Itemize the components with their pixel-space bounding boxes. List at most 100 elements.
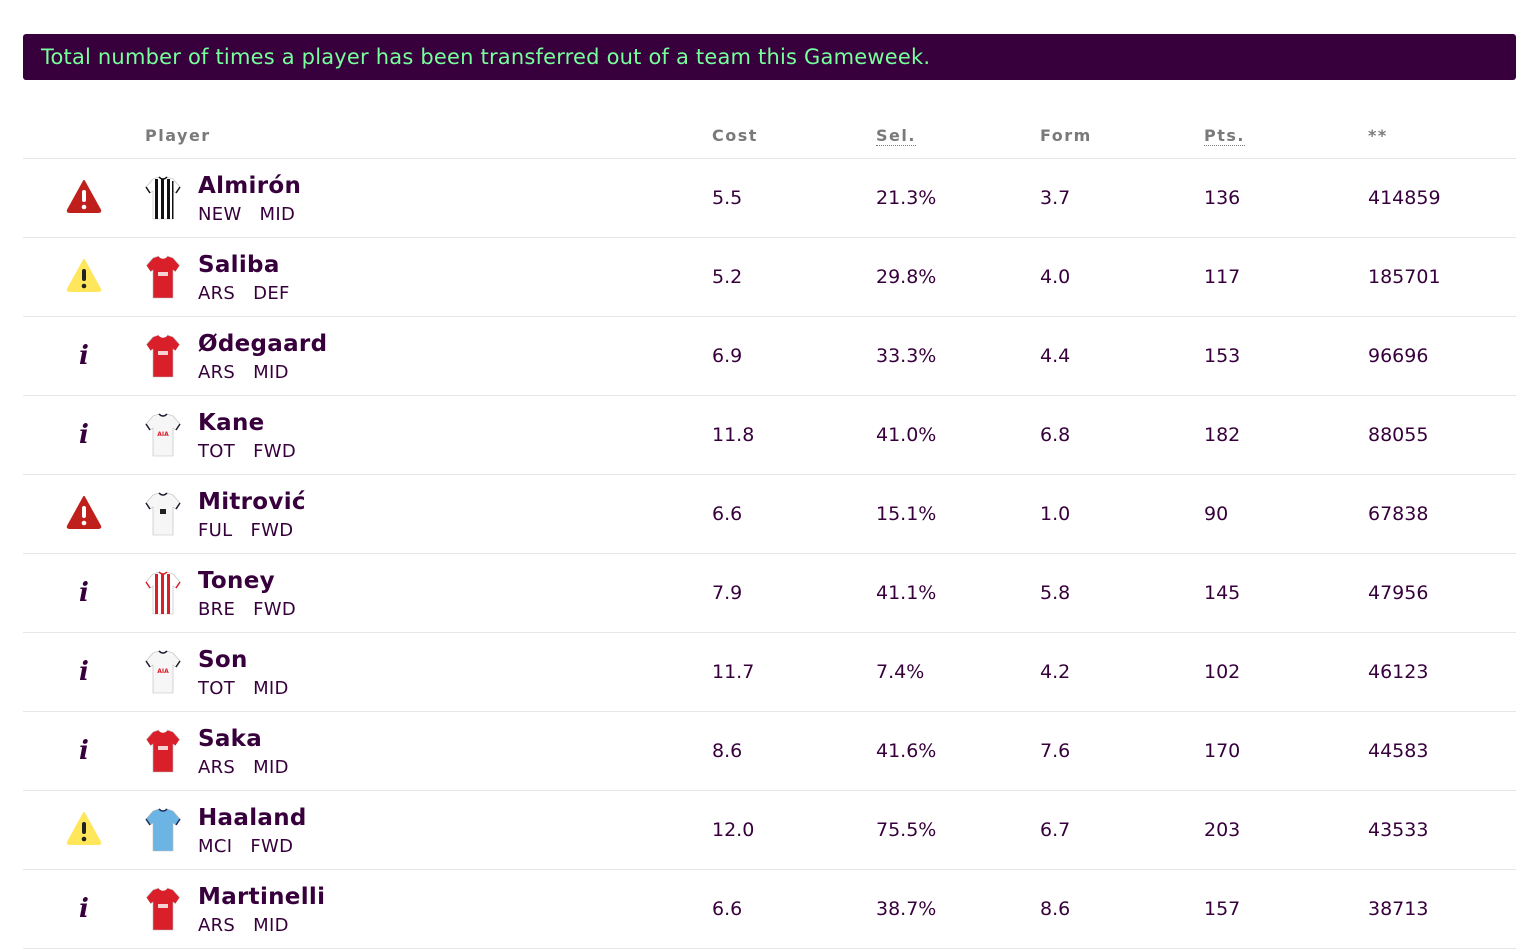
player-cost: 12.0: [712, 790, 876, 870]
status-cell[interactable]: [23, 790, 145, 870]
player-points: 153: [1204, 316, 1368, 396]
column-header-form: Form: [1040, 112, 1204, 159]
table-row[interactable]: i Saka ARS MID 8.6 41.6% 7.6 170 44583: [23, 711, 1516, 791]
team-shirt-icon: [145, 175, 181, 221]
player-cost: 5.5: [712, 158, 876, 238]
player-cell[interactable]: Ødegaard ARS MID: [145, 316, 712, 396]
player-cell[interactable]: AIA Kane TOT FWD: [145, 395, 712, 475]
player-cell[interactable]: Haaland MCI FWD: [145, 790, 712, 870]
player-name[interactable]: Haaland: [198, 804, 307, 831]
player-name[interactable]: Saka: [198, 725, 263, 752]
player-cost: 6.6: [712, 869, 876, 949]
player-transfers-out: 44583: [1368, 711, 1516, 791]
player-team: NEW: [198, 203, 242, 225]
player-name[interactable]: Ødegaard: [198, 330, 328, 357]
table-row[interactable]: i AIA Kane TOT FWD 11.8 41.0% 6.8 182 880…: [23, 395, 1516, 475]
status-cell[interactable]: [23, 158, 145, 238]
status-cell[interactable]: i: [23, 316, 145, 396]
column-header-selected[interactable]: Sel.: [876, 112, 1040, 159]
player-team: BRE: [198, 598, 236, 620]
player-form: 6.8: [1040, 395, 1204, 475]
team-shirt-icon: [145, 254, 181, 300]
table-row[interactable]: i Ødegaard ARS MID 6.9 33.3% 4.4 153 9669…: [23, 316, 1516, 396]
team-shirt-icon: [145, 491, 181, 537]
table-row[interactable]: i Martinelli ARS MID 6.6 38.7% 8.6 157 38…: [23, 869, 1516, 949]
player-transfers-out: 88055: [1368, 395, 1516, 475]
player-selected-by: 29.8%: [876, 237, 1040, 317]
player-form: 8.6: [1040, 869, 1204, 949]
stat-description-banner: Total number of times a player has been …: [23, 34, 1516, 80]
table-row[interactable]: Haaland MCI FWD 12.0 75.5% 6.7 203 43533: [23, 790, 1516, 870]
player-position: MID: [253, 677, 289, 699]
player-points: 170: [1204, 711, 1368, 791]
player-cell[interactable]: AIA Son TOT MID: [145, 632, 712, 712]
team-shirt-icon: AIA: [145, 412, 181, 458]
player-form: 4.0: [1040, 237, 1204, 317]
column-header-transfers-out: **: [1368, 112, 1516, 159]
player-cost: 6.9: [712, 316, 876, 396]
player-position: FWD: [250, 835, 294, 857]
player-name[interactable]: Almirón: [198, 172, 302, 199]
status-cell[interactable]: [23, 474, 145, 554]
alert-triangle-red-icon[interactable]: [66, 179, 102, 218]
column-header-cost: Cost: [712, 112, 876, 159]
info-icon[interactable]: i: [79, 420, 89, 450]
info-icon[interactable]: i: [79, 578, 89, 608]
player-position: FWD: [250, 519, 294, 541]
player-team: FUL: [198, 519, 233, 541]
team-shirt-icon: [145, 728, 181, 774]
player-cost: 11.7: [712, 632, 876, 712]
team-shirt-icon: [145, 333, 181, 379]
player-team: MCI: [198, 835, 233, 857]
alert-triangle-yellow-icon[interactable]: [66, 811, 102, 850]
player-cell[interactable]: Almirón NEW MID: [145, 158, 712, 238]
player-name[interactable]: Son: [198, 646, 248, 673]
status-cell[interactable]: i: [23, 869, 145, 949]
status-cell[interactable]: [23, 237, 145, 317]
player-name[interactable]: Kane: [198, 409, 265, 436]
table-row[interactable]: Saliba ARS DEF 5.2 29.8% 4.0 117 185701: [23, 237, 1516, 317]
table-row[interactable]: Mitrović FUL FWD 6.6 15.1% 1.0 90 67838: [23, 474, 1516, 554]
player-cost: 8.6: [712, 711, 876, 791]
player-cell[interactable]: Toney BRE FWD: [145, 553, 712, 633]
table-row[interactable]: i AIA Son TOT MID 11.7 7.4% 4.2 102 46123: [23, 632, 1516, 712]
column-header-points[interactable]: Pts.: [1204, 112, 1368, 159]
info-icon[interactable]: i: [79, 341, 89, 371]
info-icon[interactable]: i: [79, 894, 89, 924]
table-row[interactable]: i Toney BRE FWD 7.9 41.1% 5.8 145 47956: [23, 553, 1516, 633]
player-form: 6.7: [1040, 790, 1204, 870]
player-selected-by: 33.3%: [876, 316, 1040, 396]
player-cell[interactable]: Martinelli ARS MID: [145, 869, 712, 949]
team-shirt-icon: AIA: [145, 649, 181, 695]
player-selected-by: 75.5%: [876, 790, 1040, 870]
player-cell[interactable]: Saka ARS MID: [145, 711, 712, 791]
player-cell[interactable]: Mitrović FUL FWD: [145, 474, 712, 554]
player-name[interactable]: Toney: [198, 567, 275, 594]
info-icon[interactable]: i: [79, 736, 89, 766]
player-position: MID: [253, 361, 289, 383]
player-name[interactable]: Martinelli: [198, 883, 326, 910]
table-row[interactable]: Almirón NEW MID 5.5 21.3% 3.7 136 414859: [23, 158, 1516, 238]
player-points: 203: [1204, 790, 1368, 870]
status-cell[interactable]: i: [23, 553, 145, 633]
player-cell[interactable]: Saliba ARS DEF: [145, 237, 712, 317]
status-cell[interactable]: i: [23, 711, 145, 791]
player-name[interactable]: Mitrović: [198, 488, 306, 515]
player-selected-by: 15.1%: [876, 474, 1040, 554]
alert-triangle-red-icon[interactable]: [66, 495, 102, 534]
status-cell[interactable]: i: [23, 395, 145, 475]
player-cost: 6.6: [712, 474, 876, 554]
player-team: TOT: [198, 440, 236, 462]
team-shirt-icon: [145, 570, 181, 616]
player-position: FWD: [253, 440, 296, 462]
alert-triangle-yellow-icon[interactable]: [66, 258, 102, 297]
table-header-row: Player Cost Sel. Form Pts. **: [23, 112, 1516, 159]
player-points: 90: [1204, 474, 1368, 554]
player-position: MID: [253, 756, 289, 778]
player-name[interactable]: Saliba: [198, 251, 280, 278]
player-transfers-out: 414859: [1368, 158, 1516, 238]
status-cell[interactable]: i: [23, 632, 145, 712]
info-icon[interactable]: i: [79, 657, 89, 687]
player-transfers-out: 67838: [1368, 474, 1516, 554]
stat-description-text: Total number of times a player has been …: [41, 45, 931, 69]
